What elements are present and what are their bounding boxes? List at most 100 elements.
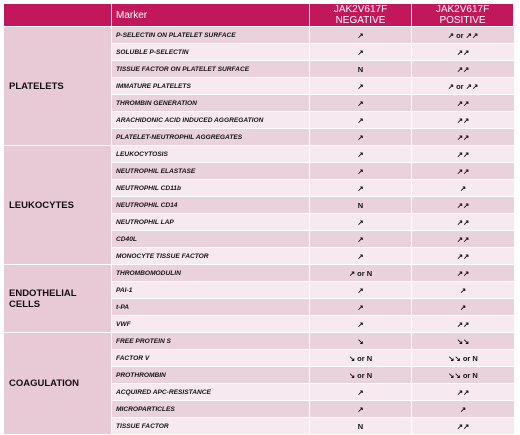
positive-value-cell: ↗↗ xyxy=(412,197,514,214)
table-row: PAI-1 ↗ ↗ xyxy=(4,282,514,299)
table-body: PLATELETS P-SELECTIN ON PLATELET SURFACE ↗… xyxy=(4,27,514,435)
marker-cell: PLATELET-NEUTROPHIL AGGREGATES xyxy=(112,129,310,146)
negative-value-cell: ↗ xyxy=(310,214,412,231)
negative-value-cell: ↘ or N xyxy=(310,367,412,384)
table-row: MICROPARTICLES ↗ ↗ xyxy=(4,401,514,418)
negative-value-cell: ↗ xyxy=(310,163,412,180)
marker-cell: PAI-1 xyxy=(112,282,310,299)
positive-value-cell: ↗↗ xyxy=(412,248,514,265)
positive-value-cell: ↗ xyxy=(412,282,514,299)
positive-value-cell: ↗↗ xyxy=(412,384,514,401)
negative-value-cell: ↗ xyxy=(310,95,412,112)
negative-value-cell: ↗ xyxy=(310,180,412,197)
negative-value-cell: ↗ xyxy=(310,146,412,163)
positive-value-cell: ↗↗ xyxy=(412,265,514,282)
negative-value-cell: ↗ xyxy=(310,129,412,146)
marker-cell: TISSUE FACTOR xyxy=(112,418,310,435)
table-row: COAGULATION FREE PROTEIN S ↘ ↘↘ xyxy=(4,333,514,435)
marker-cell: IMMATURE PLATELETS xyxy=(112,78,310,95)
table-container: Marker JAK2V617F NEGATIVE JAK2V617F POSI… xyxy=(4,4,516,435)
negative-value-cell: ↗ xyxy=(310,27,412,44)
table-row: PROTHROMBIN ↘ or N ↘↘ or N xyxy=(4,367,514,384)
negative-value-cell: ↗ xyxy=(310,44,412,61)
negative-value-cell: ↗ xyxy=(310,112,412,129)
marker-cell: NEUTROPHIL CD14 xyxy=(112,197,310,214)
table-row: NEUTROPHIL CD14 N ↗↗ xyxy=(4,197,514,214)
negative-value-cell: ↘ or N xyxy=(310,350,412,367)
positive-value-cell: ↗↗ xyxy=(412,61,514,78)
negative-value-cell: ↗ xyxy=(310,248,412,265)
negative-value-cell: ↗ xyxy=(310,401,412,418)
positive-column-header: JAK2V617F POSITIVE xyxy=(412,4,514,27)
negative-value-cell: ↗ xyxy=(310,316,412,333)
group-label: COAGULATION xyxy=(4,333,112,435)
negative-value-cell: ↗ or N xyxy=(310,265,412,282)
negative-value-cell: ↗ xyxy=(310,78,412,95)
table-row: NEUTROPHIL ELASTASE ↗ ↗↗ xyxy=(4,163,514,180)
marker-cell: P-SELECTIN ON PLATELET SURFACE xyxy=(112,27,310,44)
positive-value-cell: ↗↗ xyxy=(412,316,514,333)
marker-cell: PROTHROMBIN xyxy=(112,367,310,384)
table-row: IMMATURE PLATELETS ↗ ↗ or ↗↗ xyxy=(4,78,514,95)
header-row: Marker JAK2V617F NEGATIVE JAK2V617F POSI… xyxy=(4,4,514,27)
markers-table: Marker JAK2V617F NEGATIVE JAK2V617F POSI… xyxy=(4,4,514,435)
marker-cell: FACTOR V xyxy=(112,350,310,367)
group-label: ENDOTHELIAL CELLS xyxy=(4,265,112,333)
negative-value-cell: ↗ xyxy=(310,231,412,248)
positive-value-cell: ↗↗ xyxy=(412,214,514,231)
marker-cell: NEUTROPHIL ELASTASE xyxy=(112,163,310,180)
positive-value-cell: ↗↗ xyxy=(412,146,514,163)
positive-value-cell: ↗↗ xyxy=(412,418,514,435)
marker-cell: MICROPARTICLES xyxy=(112,401,310,418)
table-row: CD40L ↗ ↗↗ xyxy=(4,231,514,248)
table-row: t-PA ↗ ↗ xyxy=(4,299,514,316)
table-row: MONOCYTE TISSUE FACTOR ↗ ↗↗ xyxy=(4,248,514,265)
table-row: NEUTROPHIL LAP ↗ ↗↗ xyxy=(4,214,514,231)
table-row: ENDOTHELIAL CELLS THROMBOMODULIN ↗ or N ↗↗ xyxy=(4,265,514,333)
marker-cell: LEUKOCYTOSIS xyxy=(112,146,310,163)
marker-cell: SOLUBLE P-SELECTIN xyxy=(112,44,310,61)
positive-value-cell: ↗ xyxy=(412,401,514,418)
negative-value-cell: ↘ xyxy=(310,333,412,350)
negative-value-cell: ↗ xyxy=(310,282,412,299)
positive-value-cell: ↘↘ xyxy=(412,333,514,350)
negative-value-cell: ↗ xyxy=(310,384,412,401)
marker-cell: t-PA xyxy=(112,299,310,316)
table-row: ARACHIDONIC ACID INDUCED AGGREGATION ↗ ↗↗ xyxy=(4,112,514,129)
table-row: ACQUIRED APC-RESISTANCE ↗ ↗↗ xyxy=(4,384,514,401)
negative-column-header: JAK2V617F NEGATIVE xyxy=(310,4,412,27)
marker-cell: ACQUIRED APC-RESISTANCE xyxy=(112,384,310,401)
marker-cell: FREE PROTEIN S xyxy=(112,333,310,350)
positive-value-cell: ↘↘ or N xyxy=(412,350,514,367)
negative-value-cell: N xyxy=(310,61,412,78)
positive-value-cell: ↗↗ xyxy=(412,163,514,180)
marker-cell: NEUTROPHIL LAP xyxy=(112,214,310,231)
negative-value-cell: ↗ xyxy=(310,299,412,316)
table-row: PLATELET-NEUTROPHIL AGGREGATES ↗ ↗↗ xyxy=(4,129,514,146)
table-row: SOLUBLE P-SELECTIN ↗ ↗↗ xyxy=(4,44,514,61)
positive-value-cell: ↗↗ xyxy=(412,44,514,61)
marker-cell: CD40L xyxy=(112,231,310,248)
group-label: PLATELETS xyxy=(4,27,112,146)
marker-cell: MONOCYTE TISSUE FACTOR xyxy=(112,248,310,265)
group-label: LEUKOCYTES xyxy=(4,146,112,265)
positive-value-cell: ↗↗ xyxy=(412,95,514,112)
table-row: VWF ↗ ↗↗ xyxy=(4,316,514,333)
positive-value-cell: ↗ xyxy=(412,180,514,197)
negative-value-cell: N xyxy=(310,418,412,435)
positive-value-cell: ↗ or ↗↗ xyxy=(412,27,514,44)
table-row: NEUTROPHIL CD11b ↗ ↗ xyxy=(4,180,514,197)
positive-value-cell: ↗ or ↗↗ xyxy=(412,78,514,95)
positive-value-cell: ↘↘ or N xyxy=(412,367,514,384)
marker-cell: VWF xyxy=(112,316,310,333)
marker-cell: THROMBIN GENERATION xyxy=(112,95,310,112)
negative-value-cell: N xyxy=(310,197,412,214)
table-row: TISSUE FACTOR ON PLATELET SURFACE N ↗↗ xyxy=(4,61,514,78)
table-row: FACTOR V ↘ or N ↘↘ or N xyxy=(4,350,514,367)
table-row: THROMBIN GENERATION ↗ ↗↗ xyxy=(4,95,514,112)
marker-cell: NEUTROPHIL CD11b xyxy=(112,180,310,197)
marker-cell: ARACHIDONIC ACID INDUCED AGGREGATION xyxy=(112,112,310,129)
positive-value-cell: ↗↗ xyxy=(412,129,514,146)
positive-value-cell: ↗↗ xyxy=(412,112,514,129)
table-row: LEUKOCYTES LEUKOCYTOSIS ↗ ↗↗ xyxy=(4,146,514,265)
